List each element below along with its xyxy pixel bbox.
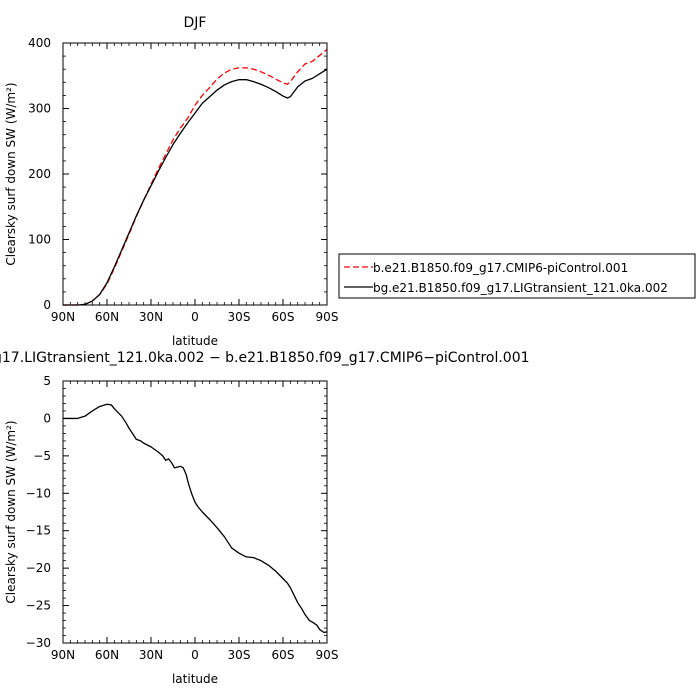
- bottom-panel-x-tick-label: 90S: [316, 648, 339, 662]
- top-panel-y-tick-label: 0: [43, 298, 51, 312]
- bottom-panel-y-tick-label: 0: [43, 411, 51, 425]
- bottom-panel-y-tick-label: −20: [26, 561, 51, 575]
- top-panel-x-tick-label: 60N: [95, 310, 119, 324]
- top-panel-plot-frame: [62, 42, 328, 306]
- bottom-panel-x-tick-label: 30S: [228, 648, 251, 662]
- top-panel-y-tick-label: 100: [28, 233, 51, 247]
- bottom-panel-y-tick-label: −15: [26, 524, 51, 538]
- legend-label-piControl: b.e21.B1850.f09_g17.CMIP6-piControl.001: [373, 261, 628, 275]
- legend-box: [338, 253, 696, 299]
- top-panel-x-tick-label: 90N: [51, 310, 75, 324]
- top-panel-series-line-0: [63, 49, 328, 306]
- bottom-panel-x-axis-label: latitude: [172, 672, 218, 686]
- legend-label-LIGtransient: bg.e21.B1850.f09_g17.LIGtransient_121.0k…: [373, 281, 668, 295]
- bottom-panel-y-tick-label: −30: [26, 636, 51, 650]
- bottom-panel-series: [63, 403, 328, 634]
- bottom-panel-ticks: 90N 60N 30N 0 30S 60S 90S −30 −25 −20 −15 −10 −5 0 5: [26, 374, 339, 662]
- bottom-panel-x-tick-label: 30N: [139, 648, 163, 662]
- bottom-panel-x-tick-label: 0: [191, 648, 199, 662]
- top-panel-x-tick-label: 60S: [272, 310, 295, 324]
- top-panel-y-tick-label: 400: [28, 36, 51, 50]
- bottom-panel-x-tick-label: 90N: [51, 648, 75, 662]
- bottom-panel-x-tick-label: 60N: [95, 648, 119, 662]
- top-panel-x-tick-label: 30N: [139, 310, 163, 324]
- top-panel-x-tick-label: 0: [191, 310, 199, 324]
- bottom-panel-y-tick-label: 5: [43, 374, 51, 388]
- bottom-panel: bg.e21.B1850.f09_g17.LIGtransient_121.0k…: [0, 350, 530, 686]
- bottom-panel-title: bg.e21.B1850.f09_g17.LIGtransient_121.0k…: [0, 350, 530, 366]
- top-panel-x-tick-label: 90S: [316, 310, 339, 324]
- bottom-panel-y-tick-label: −25: [26, 599, 51, 613]
- top-panel-series-line-1: [63, 68, 328, 306]
- bottom-panel-y-tick-label: −10: [26, 486, 51, 500]
- bottom-panel-x-tick-label: 60S: [272, 648, 295, 662]
- legend: b.e21.B1850.f09_g17.CMIP6-piControl.001 …: [338, 253, 696, 299]
- bottom-panel-series-line-0: [63, 403, 328, 634]
- top-panel-x-tick-label: 30S: [228, 310, 251, 324]
- top-panel-y-tick-label: 200: [28, 167, 51, 181]
- bottom-panel-plot-frame: [62, 380, 328, 644]
- top-panel-title: DJF: [184, 15, 207, 31]
- top-panel-y-axis-label: Clearsky surf down SW (W/m²): [4, 82, 18, 265]
- top-panel-ticks: 90N 60N 30N 0 30S 60S 90S 0 100 200 300 400: [28, 36, 338, 324]
- top-panel-y-tick-label: 300: [28, 102, 51, 116]
- bottom-panel-y-tick-label: −5: [33, 449, 51, 463]
- top-panel: DJF 90N 60N 30N 0 30S 60S 90S 0 100 200 300 400 lat…: [4, 15, 338, 348]
- top-panel-x-axis-label: latitude: [172, 334, 218, 348]
- top-panel-series: [63, 49, 328, 306]
- bottom-panel-y-axis-label: Clearsky surf down SW (W/m²): [4, 420, 18, 603]
